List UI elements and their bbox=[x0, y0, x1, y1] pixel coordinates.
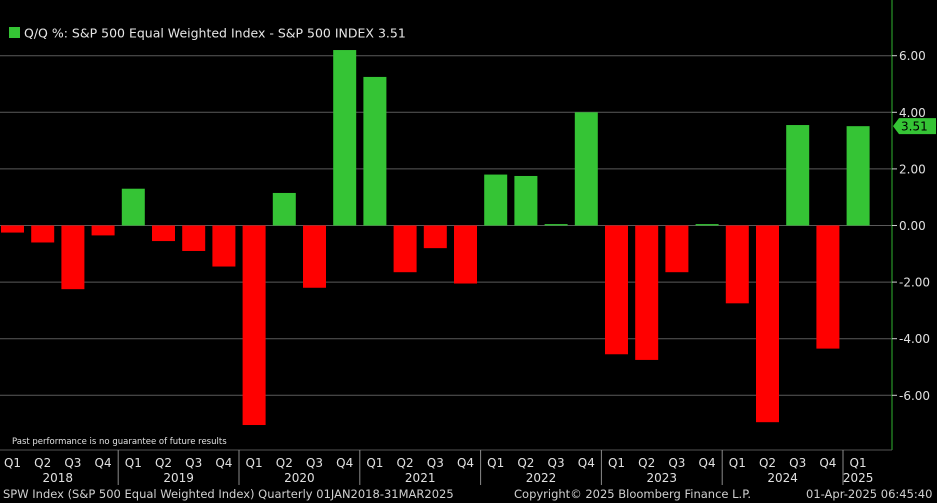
bar-27 bbox=[786, 125, 810, 226]
quarter-label: Q1 bbox=[850, 456, 867, 470]
year-label: 2022 bbox=[526, 471, 557, 485]
quarter-label: Q1 bbox=[246, 456, 263, 470]
footer-copyright: Copyright© 2025 Bloomberg Finance L.P. bbox=[514, 487, 751, 501]
bar-25 bbox=[725, 225, 749, 304]
legend: Q/Q %: S&P 500 Equal Weighted Index - S&… bbox=[2, 20, 406, 46]
ytick-label: 4.00 bbox=[899, 106, 926, 120]
quarter-label: Q2 bbox=[276, 456, 293, 470]
grid-lines bbox=[0, 55, 892, 396]
bar-1 bbox=[1, 225, 24, 233]
bar-13 bbox=[363, 76, 387, 226]
bar-3 bbox=[61, 225, 85, 290]
bar-2 bbox=[31, 225, 55, 243]
year-label: 2018 bbox=[43, 471, 74, 485]
last-value-label: 3.51 bbox=[901, 120, 928, 134]
last-value-tag bbox=[893, 118, 936, 135]
value-axis: 6.00 4.00 2.00 0.00 -2.00 -4.00 -6.00 3.51 bbox=[891, 0, 936, 450]
ytick-label: -4.00 bbox=[899, 332, 930, 346]
bar-29 bbox=[846, 126, 870, 226]
ytick-label: 0.00 bbox=[899, 219, 926, 233]
quarter-label: Q2 bbox=[155, 456, 172, 470]
quarter-label: Q3 bbox=[64, 456, 81, 470]
bar-22 bbox=[635, 225, 659, 360]
quarter-label: Q3 bbox=[427, 456, 444, 470]
quarter-label: Q4 bbox=[215, 456, 232, 470]
bar-18 bbox=[514, 175, 538, 226]
quarter-label: Q4 bbox=[578, 456, 595, 470]
bar-8 bbox=[212, 225, 236, 267]
time-axis: Q1 Q2 Q3 Q4 Q1 Q2 Q3 Q4 Q1 Q2 Q3 Q4 Q1 Q2 Q3 Q4 Q1 Q2 Q3 Q4… bbox=[0, 449, 892, 485]
quarter-label: Q3 bbox=[306, 456, 323, 470]
bar-28 bbox=[816, 225, 840, 349]
bar-chart: 6.00 4.00 2.00 0.00 -2.00 -4.00 -6.00 3.51 Q1 Q2… bbox=[0, 0, 936, 485]
quarter-label: Q2 bbox=[638, 456, 655, 470]
year-label: 2023 bbox=[647, 471, 678, 485]
disclaimer-note: Past performance is no guarantee of futu… bbox=[12, 437, 227, 447]
bar-12 bbox=[333, 50, 357, 226]
quarter-label: Q4 bbox=[457, 456, 474, 470]
quarter-label: Q2 bbox=[759, 456, 776, 470]
year-label: 2019 bbox=[163, 471, 194, 485]
year-label: 2024 bbox=[767, 471, 798, 485]
bar-11 bbox=[303, 225, 326, 288]
quarter-label: Q3 bbox=[548, 456, 565, 470]
quarter-label: Q3 bbox=[185, 456, 202, 470]
chart-footer: SPW Index (S&P 500 Equal Weighted Index)… bbox=[0, 485, 937, 503]
bar-4 bbox=[91, 225, 115, 236]
quarter-label: Q4 bbox=[336, 456, 353, 470]
bar-14 bbox=[393, 225, 417, 273]
quarter-label: Q1 bbox=[608, 456, 625, 470]
legend-box bbox=[2, 20, 394, 46]
year-label: 2020 bbox=[284, 471, 315, 485]
legend-label: Q/Q %: S&P 500 Equal Weighted Index - S&… bbox=[24, 26, 406, 41]
bar-24 bbox=[695, 224, 719, 226]
quarter-label: Q2 bbox=[34, 456, 51, 470]
bar-20 bbox=[574, 112, 598, 226]
bar-6 bbox=[152, 225, 175, 242]
bar-15 bbox=[423, 225, 447, 249]
quarter-label: Q3 bbox=[668, 456, 685, 470]
bar-16 bbox=[454, 225, 477, 284]
bar-19 bbox=[544, 224, 568, 226]
footer-timestamp: 01-Apr-2025 06:45:40 bbox=[806, 487, 933, 501]
bar-21 bbox=[605, 225, 628, 355]
quarter-label: Q4 bbox=[95, 456, 112, 470]
bar-26 bbox=[756, 225, 779, 423]
bars bbox=[1, 50, 870, 426]
bar-17 bbox=[484, 174, 508, 226]
ytick-label: 6.00 bbox=[899, 49, 926, 63]
bar-9 bbox=[242, 225, 266, 426]
quarter-label: Q1 bbox=[4, 456, 21, 470]
bar-10 bbox=[272, 192, 296, 226]
bar-23 bbox=[665, 225, 689, 273]
footer-security-info: SPW Index (S&P 500 Equal Weighted Index)… bbox=[3, 487, 454, 501]
quarter-label: Q4 bbox=[819, 456, 836, 470]
quarter-label: Q1 bbox=[366, 456, 383, 470]
quarter-label: Q2 bbox=[397, 456, 414, 470]
year-label: 2025 bbox=[843, 471, 874, 485]
bar-5 bbox=[121, 188, 145, 226]
bar-7 bbox=[182, 225, 206, 251]
quarter-label: Q4 bbox=[699, 456, 716, 470]
quarter-label: Q3 bbox=[789, 456, 806, 470]
ytick-label: -2.00 bbox=[899, 276, 930, 290]
year-label: 2021 bbox=[405, 471, 436, 485]
quarter-label: Q1 bbox=[125, 456, 142, 470]
quarter-label: Q1 bbox=[729, 456, 746, 470]
quarter-label: Q2 bbox=[517, 456, 534, 470]
quarter-label: Q1 bbox=[487, 456, 504, 470]
legend-swatch bbox=[9, 27, 20, 38]
ytick-label: 2.00 bbox=[899, 162, 926, 176]
ytick-label: -6.00 bbox=[899, 389, 930, 403]
